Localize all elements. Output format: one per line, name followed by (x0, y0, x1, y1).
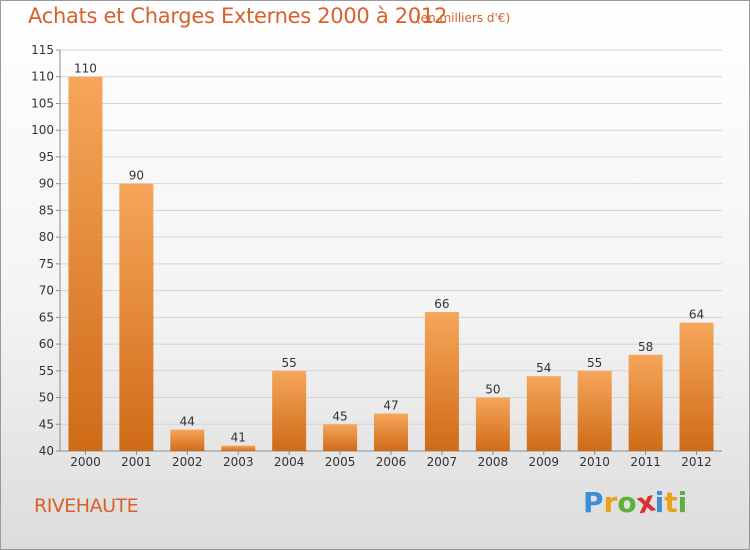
x-tick-label: 2008 (478, 455, 509, 469)
bar-2006 (374, 413, 408, 451)
bar-value-label: 66 (434, 297, 449, 311)
y-tick-label: 65 (39, 310, 54, 324)
y-tick-label: 85 (39, 203, 54, 217)
bar-value-label: 55 (587, 356, 602, 370)
y-tick-label: 45 (39, 417, 54, 431)
y-tick-label: 50 (39, 391, 54, 405)
logo-letter: r (603, 486, 618, 519)
chart-unit: (en milliers d'€) (416, 11, 511, 25)
y-tick-label: 110 (31, 70, 54, 84)
bar-2009 (526, 376, 561, 451)
chart-title: Achats et Charges Externes 2000 à 2012 (28, 4, 448, 28)
x-tick-label: 2010 (579, 455, 610, 469)
bar-2012 (679, 322, 714, 451)
logo-letter: t (664, 486, 678, 519)
bar-value-label: 55 (282, 356, 297, 370)
bar-value-label: 110 (74, 62, 97, 76)
x-tick-label: 2007 (427, 455, 458, 469)
x-tick-label: 2000 (70, 455, 101, 469)
bar-2007 (424, 311, 459, 451)
x-tick-label: 2003 (223, 455, 254, 469)
x-tick-label: 2004 (274, 455, 305, 469)
bar-2001 (119, 183, 154, 451)
x-tick-label: 2012 (681, 455, 712, 469)
bar-2004 (272, 370, 307, 451)
proxiti-logo: Proxiti (583, 484, 688, 520)
y-tick-label: 40 (39, 444, 54, 458)
y-tick-label: 115 (31, 43, 54, 57)
y-tick-label: 70 (39, 284, 54, 298)
bar-value-label: 58 (638, 340, 653, 354)
bar-value-label: 47 (383, 399, 398, 413)
x-tick-label: 2005 (325, 455, 356, 469)
y-tick-label: 105 (31, 96, 54, 110)
x-tick-label: 2001 (121, 455, 152, 469)
bar-value-label: 45 (332, 409, 347, 423)
x-tick-label: 2002 (172, 455, 203, 469)
logo-letter: i (654, 486, 665, 519)
town-name: RIVEHAUTE (34, 495, 139, 517)
x-tick-label: 2011 (630, 455, 661, 469)
logo-letter: i (677, 486, 688, 519)
bar-value-label: 41 (231, 431, 246, 445)
bar-2008 (475, 397, 510, 451)
y-tick-label: 80 (39, 230, 54, 244)
bar-2002 (170, 429, 205, 451)
axes (56, 49, 722, 455)
y-tick-label: 95 (39, 150, 54, 164)
bar-value-label: 44 (180, 415, 195, 429)
bar-value-label: 54 (536, 361, 551, 375)
y-tick-label: 90 (39, 177, 54, 191)
grid-lines (60, 49, 722, 452)
bars (68, 76, 714, 451)
bar-2003 (221, 445, 256, 451)
bar-2000 (68, 76, 103, 451)
y-tick-label: 60 (39, 337, 54, 351)
logo-letter: o (617, 486, 637, 519)
bar-2010 (577, 370, 612, 451)
y-tick-label: 75 (39, 257, 54, 271)
labels: 40 45 50 55 60 65 70 75 80 85 90 95 100 105 110 115 110 2… (31, 43, 712, 469)
y-tick-label: 100 (31, 123, 54, 137)
logo-letter: P (583, 486, 604, 519)
bar-value-label: 90 (129, 169, 144, 183)
y-tick-label: 55 (39, 364, 54, 378)
bar-2005 (323, 424, 358, 451)
x-tick-label: 2006 (376, 455, 407, 469)
x-tick-label: 2009 (528, 455, 559, 469)
bar-2011 (628, 354, 663, 451)
bar-value-label: 50 (485, 383, 500, 397)
bar-value-label: 64 (689, 308, 704, 322)
